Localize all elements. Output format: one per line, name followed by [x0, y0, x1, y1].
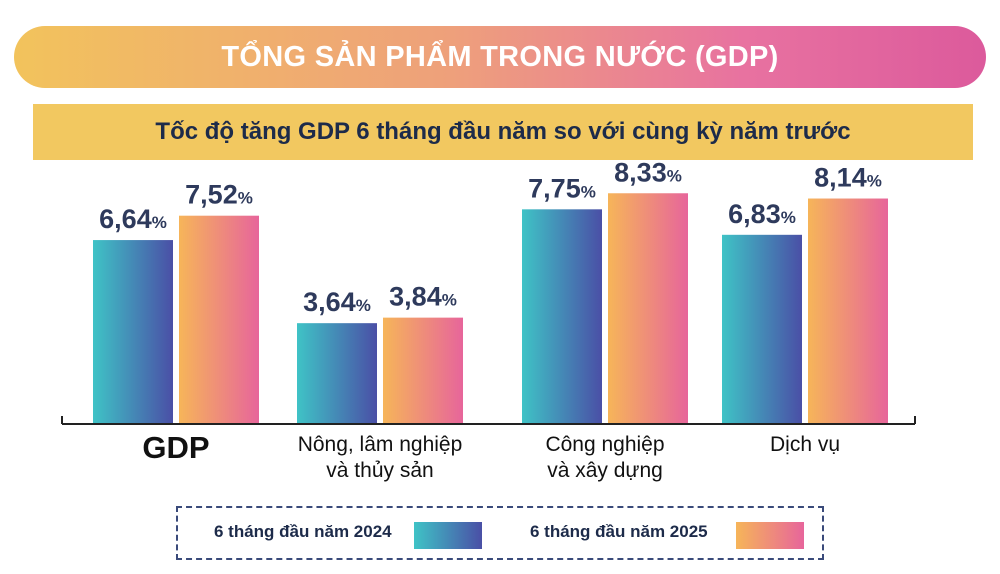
category-label: Công nghiệp và xây dựng — [545, 433, 664, 482]
bar-chart: 6,64% 7,52% GDP 3,64% 3,84% Nông, lâm nghiệp v… — [61, 157, 916, 482]
bar-2025-0 — [179, 215, 259, 424]
bar-value-label: 8,14% — [814, 163, 882, 193]
title-banner: TỔNG SẢN PHẨM TRONG NƯỚC (GDP) — [14, 26, 986, 88]
legend-swatch-2025 — [736, 522, 804, 549]
bar-2024-1 — [297, 323, 377, 424]
bar-value-label: 3,84% — [389, 282, 457, 312]
bar-2025-2 — [608, 193, 688, 424]
legend: 6 tháng đầu năm 2024 6 tháng đầu năm 202… — [176, 506, 824, 560]
category-label: Dịch vụ — [770, 433, 840, 456]
bar-value-label: 7,52% — [185, 180, 253, 210]
legend-label-2025: 6 tháng đầu năm 2025 — [530, 522, 708, 541]
bar-2024-0 — [93, 240, 173, 424]
chart-subtitle: Tốc độ tăng GDP 6 tháng đầu năm so với c… — [155, 118, 851, 145]
bar-value-label: 3,64% — [303, 287, 371, 317]
bar-value-label: 6,83% — [728, 199, 796, 229]
subtitle-bar: Tốc độ tăng GDP 6 tháng đầu năm so với c… — [33, 104, 973, 160]
category-label: Nông, lâm nghiệp và thủy sản — [298, 433, 463, 482]
bar-value-label: 8,33% — [614, 157, 682, 187]
bar-value-label: 6,64% — [99, 204, 167, 234]
page-title: TỔNG SẢN PHẨM TRONG NƯỚC (GDP) — [221, 40, 779, 73]
bar-2025-1 — [383, 317, 463, 424]
bar-2024-2 — [522, 209, 602, 424]
bar-value-label: 7,75% — [528, 173, 596, 203]
legend-swatch-2024 — [414, 522, 482, 549]
bar-2024-3 — [722, 234, 802, 424]
bar-2025-3 — [808, 198, 888, 424]
legend-label-2024: 6 tháng đầu năm 2024 — [214, 522, 392, 541]
category-label: GDP — [142, 430, 209, 465]
